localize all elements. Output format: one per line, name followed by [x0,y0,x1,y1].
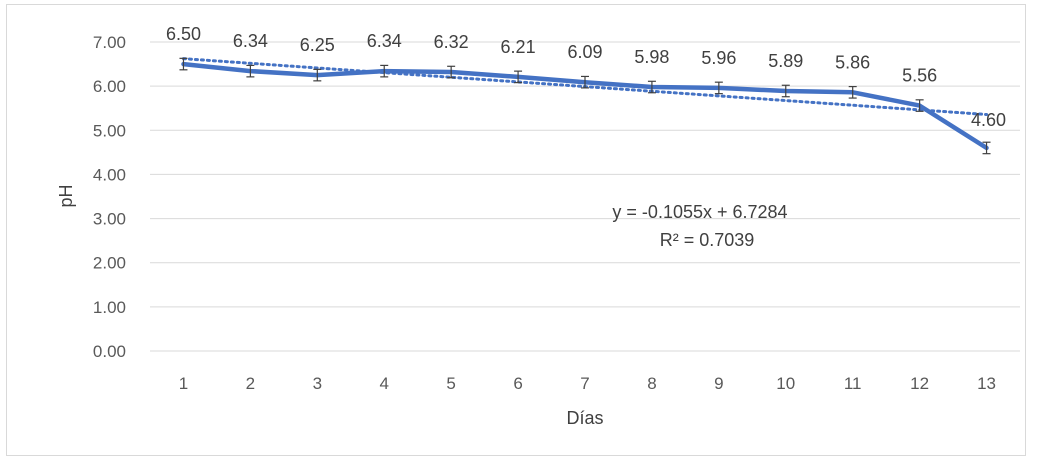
data-label: 6.25 [300,35,335,55]
chart-area [6,4,1026,456]
trendline-r-squared: R² = 0.7039 [660,230,755,250]
x-tick-label: 12 [910,374,929,393]
x-tick-label: 4 [379,374,388,393]
x-axis-title: Días [566,408,603,428]
y-tick-label: 4.00 [93,165,126,184]
data-label: 6.09 [567,42,602,62]
data-label: 5.96 [701,48,736,68]
y-axis-tick-labels: 0.00 1.00 2.00 3.00 4.00 5.00 6.00 7.00 [93,33,126,361]
y-tick-label: 5.00 [93,121,126,140]
y-tick-label: 0.00 [93,342,126,361]
x-tick-label: 9 [714,374,723,393]
data-labels: 6.50 6.34 6.25 6.34 6.32 6.21 6.09 5.98 5.96 5.89… [166,24,1006,130]
data-label: 6.32 [434,32,469,52]
y-tick-label: 1.00 [93,298,126,317]
x-tick-label: 13 [977,374,996,393]
data-label: 6.21 [501,37,536,57]
x-tick-label: 3 [313,374,322,393]
x-tick-label: 5 [446,374,455,393]
x-tick-label: 10 [776,374,795,393]
trendline-equation: y = -0.1055x + 6.7284 [612,202,787,222]
y-axis-title: pH [56,184,76,207]
x-tick-label: 2 [246,374,255,393]
data-label: 4.60 [971,110,1006,130]
x-tick-label: 6 [513,374,522,393]
y-tick-label: 3.00 [93,210,126,229]
x-tick-label: 8 [647,374,656,393]
data-label: 5.56 [902,66,937,86]
data-label: 6.50 [166,24,201,44]
x-tick-label: 11 [844,374,862,393]
error-bars [179,57,991,155]
y-tick-label: 6.00 [93,77,126,96]
x-axis-tick-labels: 1 2 3 4 5 6 7 8 9 10 11 12 13 [179,374,996,393]
data-label: 5.86 [835,52,870,72]
data-label: 5.98 [634,47,669,67]
gridlines [150,41,1020,352]
data-label: 5.89 [768,51,803,71]
data-label: 6.34 [367,31,402,51]
data-label: 6.34 [233,31,268,51]
y-tick-label: 7.00 [93,33,126,52]
x-tick-label: 1 [179,374,188,393]
y-tick-label: 2.00 [93,254,126,273]
x-tick-label: 7 [580,374,589,393]
